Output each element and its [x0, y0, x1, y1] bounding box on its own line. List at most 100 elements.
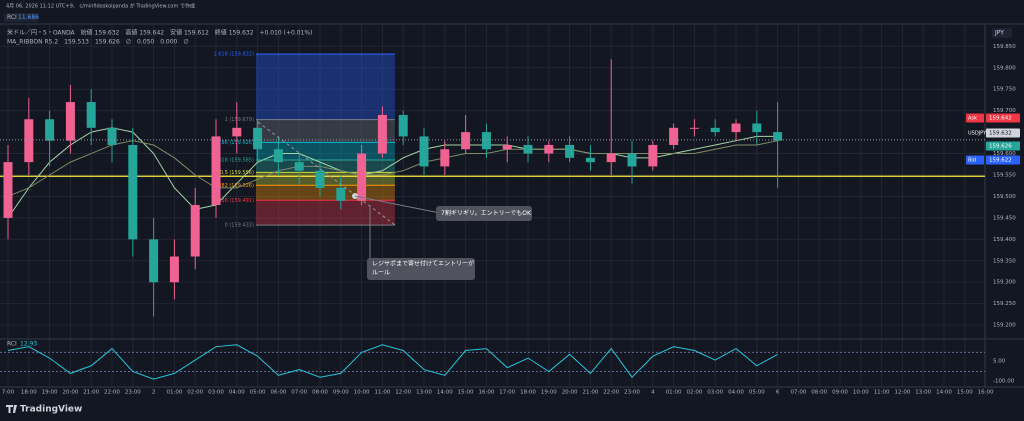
- x-tick-label: 15:00: [957, 390, 973, 396]
- fib-label: 0.618 (159.585): [213, 157, 254, 163]
- x-tick-label: 03:00: [707, 390, 723, 396]
- candle-body: [253, 127, 263, 150]
- x-tick-label: 20:00: [62, 390, 78, 396]
- rci-tick-label: -100.00: [993, 379, 1015, 385]
- y-tick-label: 159.400: [993, 237, 1016, 243]
- x-tick-label: 20:00: [562, 390, 578, 396]
- top-bar: 4月 06, 2026 11:12 UTC+9、 c/minfidoskoipa…: [6, 3, 195, 10]
- rci-label: RCI: [7, 341, 17, 348]
- fib-label: 0 (159.433): [225, 223, 254, 229]
- candle-body: [648, 144, 658, 167]
- x-tick-label: 08:00: [811, 390, 827, 396]
- candle-body: [669, 127, 679, 145]
- candle-body: [752, 123, 762, 133]
- x-tick-label: 16:00: [478, 390, 494, 396]
- x-tick-label: 7:00: [2, 390, 15, 396]
- candle-body: [544, 144, 554, 154]
- x-tick-label: 13:00: [416, 390, 432, 396]
- footer-logo: TradingView: [20, 405, 82, 415]
- x-tick-label: 19:00: [541, 390, 557, 396]
- x-tick-label: 6: [776, 390, 780, 396]
- rci-tick-label: 5.00: [993, 358, 1006, 364]
- annotation: ルール: [372, 270, 390, 277]
- x-tick-label: 16:00: [978, 390, 994, 396]
- x-tick-label: 21:00: [582, 390, 598, 396]
- fib-label: 0.236 (159.491): [213, 198, 254, 204]
- candle-body: [128, 144, 138, 240]
- trend-line: [257, 121, 396, 226]
- price-label-name: Bid: [968, 158, 976, 164]
- candle-body: [190, 205, 200, 257]
- x-tick-label: 10:00: [853, 390, 869, 396]
- candle-body: [211, 136, 221, 206]
- y-tick-label: 159.250: [993, 301, 1016, 307]
- price-label-name-bg: [966, 113, 984, 123]
- x-tick-label: 02:00: [686, 390, 702, 396]
- price-label-name: USDJPY: [968, 131, 987, 137]
- price-label: 159.622: [989, 158, 1012, 164]
- fib-label: 0.5 (159.556): [220, 170, 254, 176]
- candle-body: [565, 144, 575, 158]
- fib-label: 1.618 (159.832): [213, 52, 254, 58]
- x-tick-label: 08:00: [312, 390, 328, 396]
- x-tick-label: 12:00: [395, 390, 411, 396]
- legend-line: 米ドル／円・5・OANDA 始値 159.632 高値 159.642 安値 1…: [7, 29, 312, 37]
- currency: JPY: [994, 30, 1004, 37]
- candle-body: [377, 114, 387, 154]
- currency-badge: [992, 28, 1012, 38]
- y-tick-label: 159.800: [993, 65, 1016, 71]
- candle-body: [336, 187, 346, 201]
- x-tick-label: 15:00: [458, 390, 474, 396]
- logo-mark: [6, 405, 17, 413]
- x-tick-label: 05:00: [749, 390, 765, 396]
- candle-body: [398, 114, 408, 137]
- rci-line: [7, 344, 778, 380]
- candle-body: [273, 149, 283, 163]
- candle-body: [315, 170, 325, 188]
- y-tick-label: 159.700: [993, 108, 1016, 114]
- candle-body: [585, 157, 595, 163]
- y-tick-label: 159.300: [993, 280, 1016, 286]
- x-tick-label: 03:00: [208, 390, 224, 396]
- x-tick-label: 17:00: [499, 390, 515, 396]
- x-tick-label: 06:00: [270, 390, 286, 396]
- price-label: 159.642: [989, 116, 1012, 122]
- candle-body: [357, 153, 367, 201]
- candle-body: [419, 136, 429, 167]
- x-tick-label: 10:00: [354, 390, 370, 396]
- x-tick-label: 02:00: [187, 390, 203, 396]
- x-tick-label: 23:00: [624, 390, 640, 396]
- candle-body: [773, 132, 783, 141]
- candle-body: [710, 127, 720, 133]
- x-tick-label: 09:00: [832, 390, 848, 396]
- price-label-name-bg: [966, 155, 984, 165]
- candle-body: [65, 102, 75, 141]
- candle-body: [3, 162, 13, 218]
- price-label-bg: [986, 128, 1020, 138]
- annotation-box: [367, 258, 475, 280]
- x-tick-label: 18:00: [520, 390, 536, 396]
- legend-line: MA_RIBBON R5.2 159.513 159.626 ∅ 0.050 0…: [7, 39, 189, 46]
- price-label: 159.632: [989, 131, 1012, 137]
- x-tick-label: 14:00: [936, 390, 952, 396]
- candle-body: [606, 153, 616, 163]
- candle-body: [45, 119, 55, 141]
- x-tick-label: 07:00: [790, 390, 806, 396]
- price-label-bg: [986, 155, 1020, 165]
- x-tick-label: 05:00: [250, 390, 266, 396]
- y-tick-label: 159.200: [993, 323, 1016, 329]
- fib-label: 1 (159.679): [225, 117, 254, 123]
- rci-badge-bg: [4, 13, 38, 22]
- y-tick-label: 159.750: [993, 87, 1016, 93]
- plot: 1.618 (159.832) 1 (159.679) 0.786 (159.626…: [0, 24, 987, 386]
- fib-band: [255, 54, 395, 120]
- y-tick-label: 159.350: [993, 258, 1016, 264]
- annotation-box: [436, 206, 532, 221]
- y-tick-label: 159.550: [993, 172, 1016, 178]
- fib-label: 0.382 (159.526): [213, 183, 254, 189]
- x-tick-label: 2: [152, 390, 156, 396]
- x-tick-label: 23:00: [125, 390, 141, 396]
- candle-body: [232, 127, 242, 137]
- x-tick-label: 07:00: [291, 390, 307, 396]
- price-label-bg: [986, 113, 1020, 123]
